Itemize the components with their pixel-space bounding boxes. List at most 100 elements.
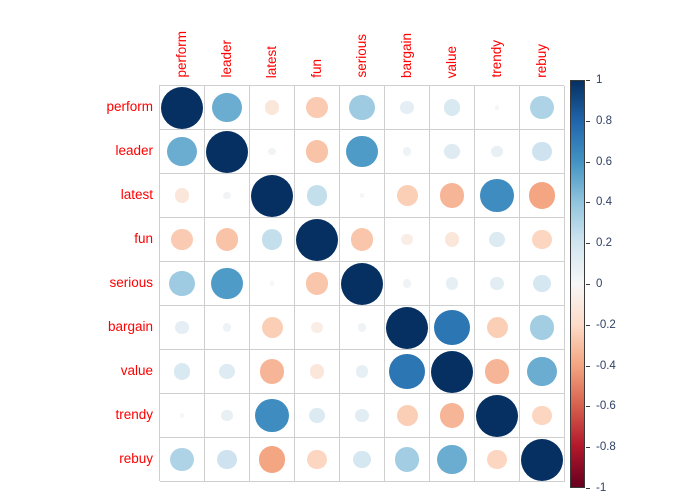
corr-circle: [476, 394, 518, 437]
corr-cell-perform-value: [430, 86, 475, 130]
corr-cell-bargain-value: [430, 306, 475, 350]
corr-cell-leader-perform: [160, 130, 205, 174]
corr-circle: [396, 405, 418, 426]
legend-tick-mark: [586, 488, 590, 489]
corr-circle: [532, 141, 552, 162]
corr-cell-bargain-trendy: [475, 306, 520, 350]
corr-cell-rebuy-perform: [160, 438, 205, 482]
corr-circle: [255, 398, 289, 433]
corr-circle: [521, 438, 563, 481]
corr-circle: [161, 86, 203, 129]
corr-circle: [305, 272, 329, 295]
corr-cell-serious-serious: [340, 262, 385, 306]
color-legend-bar: [570, 80, 585, 488]
corr-cell-fun-trendy: [475, 218, 520, 262]
corr-circle: [211, 267, 243, 300]
corr-cell-serious-rebuy: [520, 262, 565, 306]
corr-circle: [437, 444, 467, 475]
row-label-leader: leader: [115, 143, 153, 158]
corr-cell-leader-bargain: [385, 130, 430, 174]
row-label-latest: latest: [120, 187, 153, 202]
column-label-text: perform: [173, 31, 189, 78]
corr-circle: [311, 321, 323, 334]
corr-circle: [167, 136, 197, 167]
row-label-rebuy: rebuy: [119, 451, 153, 466]
corr-cell-latest-leader: [205, 174, 250, 218]
corr-circle: [212, 92, 242, 123]
corr-circle: [402, 147, 412, 156]
corr-cell-trendy-perform: [160, 394, 205, 438]
corr-cell-rebuy-fun: [295, 438, 340, 482]
corr-cell-serious-leader: [205, 262, 250, 306]
row-label-serious: serious: [109, 275, 153, 290]
corr-circle: [484, 359, 510, 384]
corr-circle: [402, 279, 412, 288]
corr-circle: [170, 447, 194, 472]
corr-cell-value-value: [430, 350, 475, 394]
legend-tick-mark: [586, 365, 590, 367]
corr-cell-value-latest: [250, 350, 295, 394]
corr-cell-latest-perform: [160, 174, 205, 218]
corr-circle: [444, 143, 460, 160]
corr-circle: [396, 185, 418, 206]
corr-cell-leader-fun: [295, 130, 340, 174]
corr-cell-value-serious: [340, 350, 385, 394]
corr-circle: [349, 94, 375, 121]
corr-cell-bargain-fun: [295, 306, 340, 350]
correlation-grid: [159, 85, 565, 482]
corr-cell-perform-fun: [295, 86, 340, 130]
column-label-trendy: trendy: [474, 6, 519, 78]
column-label-serious: serious: [339, 6, 384, 78]
corr-circle: [221, 409, 233, 422]
corr-circle: [359, 193, 365, 198]
corr-circle: [307, 449, 327, 470]
corr-cell-bargain-bargain: [385, 306, 430, 350]
corr-cell-rebuy-value: [430, 438, 475, 482]
corr-cell-rebuy-trendy: [475, 438, 520, 482]
corr-cell-bargain-latest: [250, 306, 295, 350]
legend-tick-label: 0.8: [596, 114, 612, 127]
corr-circle: [386, 306, 428, 349]
corr-cell-perform-bargain: [385, 86, 430, 130]
corr-circle: [219, 363, 235, 380]
corr-circle: [434, 309, 470, 346]
corr-circle: [389, 353, 425, 390]
legend-tick-mark: [586, 324, 590, 326]
corr-circle: [489, 231, 505, 248]
corr-circle: [296, 218, 338, 261]
corr-cell-rebuy-leader: [205, 438, 250, 482]
corr-cell-rebuy-latest: [250, 438, 295, 482]
corr-circle: [533, 274, 551, 293]
corr-cell-trendy-value: [430, 394, 475, 438]
corr-circle: [206, 130, 248, 173]
corr-cell-trendy-trendy: [475, 394, 520, 438]
corr-cell-value-perform: [160, 350, 205, 394]
corr-circle: [530, 95, 554, 120]
corr-cell-value-bargain: [385, 350, 430, 394]
corr-circle: [306, 185, 328, 206]
corr-circle: [490, 276, 504, 291]
corr-circle: [169, 270, 195, 297]
corr-cell-leader-rebuy: [520, 130, 565, 174]
legend-tick-mark: [586, 202, 590, 204]
corr-circle: [309, 407, 325, 424]
corr-cell-fun-rebuy: [520, 218, 565, 262]
corr-circle: [251, 174, 293, 217]
corr-cell-trendy-leader: [205, 394, 250, 438]
corr-cell-leader-serious: [340, 130, 385, 174]
row-label-fun: fun: [134, 231, 153, 246]
legend-tick-label: -0.6: [596, 400, 616, 413]
corr-cell-trendy-bargain: [385, 394, 430, 438]
corr-cell-perform-serious: [340, 86, 385, 130]
column-label-perform: perform: [159, 6, 204, 78]
corr-cell-bargain-leader: [205, 306, 250, 350]
legend-tick-label: -0.8: [596, 441, 616, 454]
corr-cell-latest-bargain: [385, 174, 430, 218]
corr-circle: [268, 147, 276, 156]
column-label-text: bargain: [398, 32, 414, 78]
legend-tick-label: 0: [596, 278, 603, 290]
corr-cell-perform-trendy: [475, 86, 520, 130]
column-label-text: rebuy: [533, 44, 549, 78]
corr-circle: [527, 356, 557, 387]
corr-cell-trendy-rebuy: [520, 394, 565, 438]
